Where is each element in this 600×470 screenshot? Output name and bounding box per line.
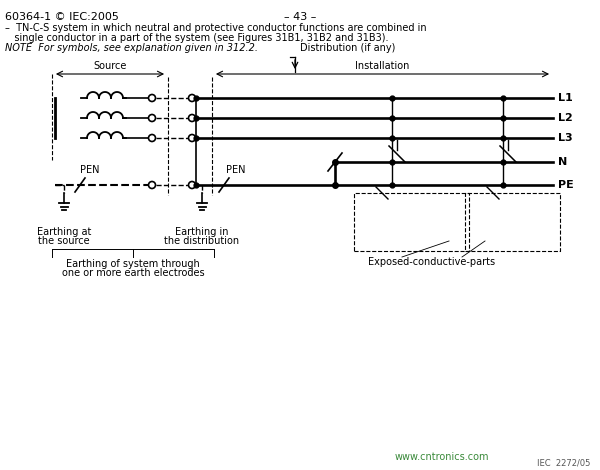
Text: Distribution (if any): Distribution (if any) [300,43,395,53]
Text: the distribution: the distribution [164,236,239,246]
Text: one or more earth electrodes: one or more earth electrodes [62,268,205,278]
Text: the source: the source [38,236,90,246]
Circle shape [188,181,196,188]
Text: Installation: Installation [355,61,410,71]
Text: PEN: PEN [80,165,100,175]
Text: Exposed-conductive-parts: Exposed-conductive-parts [368,257,496,267]
Text: L2: L2 [558,113,573,123]
Text: single conductor in a part of the system (see Figures 31B1, 31B2 and 31B3).: single conductor in a part of the system… [5,33,389,43]
Circle shape [149,134,155,141]
Text: N: N [558,157,567,167]
Text: NOTE  For symbols, see explanation given in 312.2.: NOTE For symbols, see explanation given … [5,43,258,53]
Circle shape [188,134,196,141]
Text: Earthing in: Earthing in [175,227,229,237]
Circle shape [149,115,155,122]
Text: Earthing of system through: Earthing of system through [66,259,200,269]
Text: PEN: PEN [226,165,245,175]
Text: Source: Source [94,61,127,71]
Text: –  TN-C-S system in which neutral and protective conductor functions are combine: – TN-C-S system in which neutral and pro… [5,23,427,33]
Text: Earthing at: Earthing at [37,227,91,237]
Text: 60364-1 © IEC:2005: 60364-1 © IEC:2005 [5,12,119,22]
Circle shape [149,181,155,188]
Circle shape [188,115,196,122]
Text: IEC  2272/05: IEC 2272/05 [536,458,590,467]
Text: L1: L1 [558,93,573,103]
Text: www.cntronics.com: www.cntronics.com [395,452,490,462]
Bar [465,193,560,251]
Circle shape [149,94,155,102]
Circle shape [188,94,196,102]
Text: PE: PE [558,180,574,190]
Bar [354,193,469,251]
Text: L3: L3 [558,133,572,143]
Text: – 43 –: – 43 – [284,12,316,22]
